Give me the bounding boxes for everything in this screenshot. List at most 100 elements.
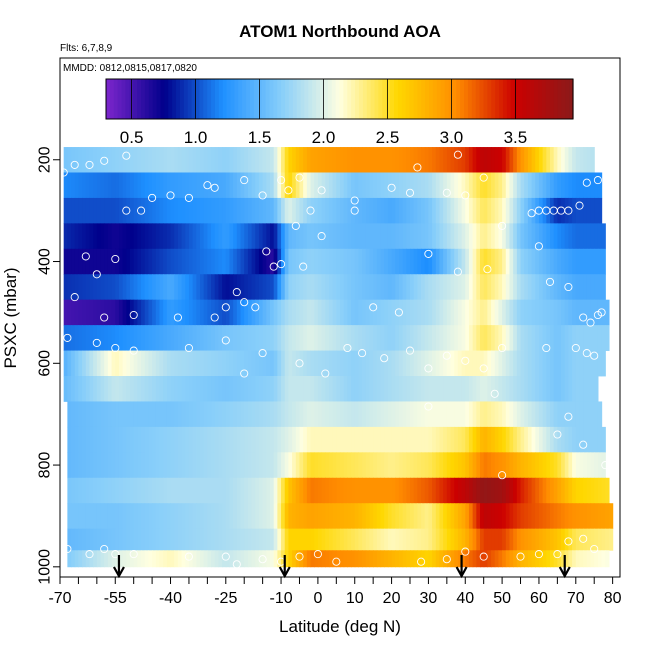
heatmap-cell [380, 248, 385, 275]
heatmap-cell [133, 325, 138, 351]
heatmap-cell [531, 477, 536, 504]
heatmap-cell [281, 172, 286, 199]
heatmap-cell [115, 426, 120, 453]
heatmap-cell [306, 550, 312, 568]
colorbar-swatch [226, 79, 232, 119]
heatmap-cell [325, 197, 330, 224]
heatmap-cell [295, 401, 301, 428]
heatmap-cell [141, 426, 146, 453]
heatmap-cell [417, 528, 422, 551]
heatmap-cell [141, 325, 146, 351]
heatmap-cell [472, 376, 477, 402]
heatmap-cell [491, 274, 496, 301]
colorbar-swatch [141, 79, 146, 119]
heatmap-cell [266, 325, 271, 351]
heatmap-cell [494, 325, 500, 351]
heatmap-cell [421, 452, 426, 479]
heatmap-cell [177, 376, 183, 402]
heatmap-cell [413, 401, 418, 428]
heatmap-cell [104, 274, 109, 301]
heatmap-cell [402, 477, 407, 504]
heatmap-cell [188, 401, 194, 428]
heatmap-cell [365, 426, 371, 453]
heatmap-cell [137, 223, 142, 250]
heatmap-cell [586, 350, 592, 377]
heatmap-cell [211, 274, 216, 301]
heatmap-cell [380, 350, 385, 377]
heatmap-cell [303, 248, 308, 275]
heatmap-cell [550, 550, 555, 568]
heatmap-cell [527, 248, 533, 275]
heatmap-cell [583, 325, 588, 351]
heatmap-cell [465, 452, 470, 479]
heatmap-cell [181, 274, 186, 301]
heatmap-cell [402, 248, 407, 275]
heatmap-cell [564, 503, 570, 530]
heatmap-cell [502, 477, 507, 504]
heatmap-cell [188, 426, 194, 453]
heatmap-cell [211, 452, 216, 479]
flights-subtitle: Flts: 6,7,8,9 [60, 43, 113, 54]
sample-point [461, 356, 470, 365]
heatmap-cell [78, 172, 83, 199]
heatmap-cell [413, 452, 418, 479]
heatmap-cell [391, 147, 396, 173]
heatmap-cell [163, 197, 168, 224]
heatmap-cell [435, 172, 441, 199]
heatmap-cell [391, 550, 396, 568]
heatmap-cell [387, 477, 393, 504]
heatmap-cell [159, 223, 164, 250]
heatmap-cell [255, 223, 260, 250]
heatmap-cell [575, 503, 581, 530]
heatmap-cell [328, 274, 334, 301]
colorbar: 0.5 1.0 1.5 2.0 2.5 3.0 3.5 [105, 78, 574, 147]
heatmap-cell [524, 299, 529, 326]
heatmap-cell [163, 223, 168, 250]
heatmap-cell [502, 528, 507, 551]
heatmap-cell [472, 550, 477, 568]
heatmap-cell [137, 528, 142, 551]
heatmap-cell [351, 550, 356, 568]
heatmap-cell [155, 550, 161, 568]
heatmap-cell [369, 452, 374, 479]
heatmap-cell [295, 426, 301, 453]
heatmap-cell [310, 550, 315, 568]
heatmap-cell [343, 401, 348, 428]
heatmap-cell [380, 223, 385, 250]
heatmap-cell [270, 299, 275, 326]
heatmap-cell [118, 376, 124, 402]
heatmap-cell [155, 350, 161, 377]
heatmap-cell [295, 147, 301, 173]
heatmap-cell [152, 452, 157, 479]
heatmap-cell [432, 528, 437, 551]
heatmap-cell [321, 477, 326, 504]
colorbar-swatch [187, 79, 193, 119]
sample-point [173, 313, 182, 322]
heatmap-cell [546, 325, 551, 351]
heatmap-cell [325, 274, 330, 301]
heatmap-cell [568, 528, 573, 551]
heatmap-cell [376, 452, 382, 479]
sample-point [579, 313, 588, 322]
heatmap-cell [185, 452, 190, 479]
heatmap-cell [100, 299, 105, 326]
heatmap-cell [196, 197, 201, 224]
heatmap-cell [365, 350, 371, 377]
heatmap-cell [96, 350, 102, 377]
heatmap-cell [531, 376, 536, 402]
colorbar-swatch [339, 79, 344, 119]
heatmap-cell [152, 350, 157, 377]
heatmap-cell [527, 452, 533, 479]
heatmap-cell [82, 376, 87, 402]
heatmap-cell [310, 528, 315, 551]
sample-point [122, 151, 131, 160]
heatmap-cell [524, 274, 529, 301]
heatmap-cell [446, 325, 452, 351]
heatmap-cell [387, 528, 393, 551]
heatmap-cell [491, 172, 496, 199]
heatmap-cell [166, 197, 172, 224]
heatmap-cell [487, 401, 492, 428]
sample-point [210, 183, 219, 192]
heatmap-cell [233, 299, 238, 326]
heatmap-cell [387, 452, 393, 479]
